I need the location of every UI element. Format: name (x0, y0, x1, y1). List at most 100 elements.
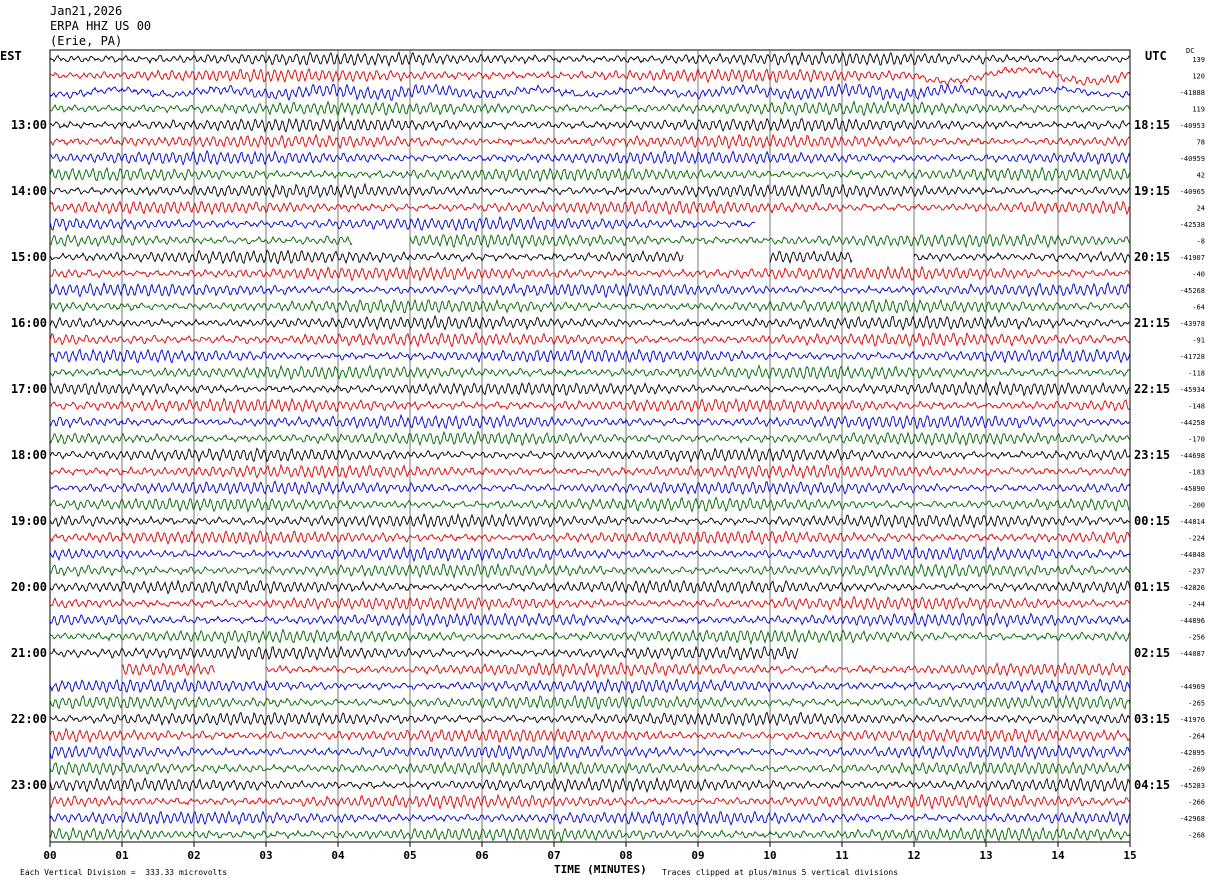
x-tick-label: 02 (187, 849, 200, 862)
dc-offset-label: -44896 (1180, 617, 1205, 625)
right-hour-label: 21:15 (1134, 316, 1170, 330)
dc-offset-label: -44087 (1180, 650, 1205, 658)
x-tick-label: 05 (403, 849, 416, 862)
trace-row (49, 727, 1131, 744)
dc-offset-label: -41728 (1180, 353, 1205, 361)
dc-offset-label: -40953 (1180, 122, 1205, 130)
trace-row (49, 265, 1131, 282)
right-hour-label: 03:15 (1134, 712, 1170, 726)
trace-row (49, 82, 1131, 102)
dc-offset-label: -42826 (1180, 584, 1205, 592)
x-tick-label: 09 (691, 849, 704, 862)
station-location: (Erie, PA) (50, 34, 123, 48)
trace-row (49, 133, 1131, 150)
trace-row (49, 66, 1131, 86)
dc-offset-label: -44814 (1180, 518, 1205, 526)
dc-offset-label: -42895 (1180, 749, 1205, 757)
dc-offset-label: -44969 (1180, 683, 1205, 691)
left-hour-label: 20:00 (11, 580, 47, 594)
minute-gridlines (49, 49, 1131, 847)
trace-row (49, 50, 1131, 68)
trace-row (49, 232, 1131, 250)
plot-date: Jan21,2026 (50, 4, 123, 18)
trace-row (49, 776, 1131, 794)
x-tick-label: 11 (835, 849, 849, 862)
trace-row (49, 562, 1131, 580)
trace-row (49, 281, 1131, 299)
dc-offset-label: -41976 (1180, 716, 1205, 724)
dc-offset-label: -8 (1197, 238, 1205, 246)
trace-row (49, 612, 1131, 628)
dc-offset-label: -44848 (1180, 551, 1205, 559)
trace-row (49, 793, 1131, 810)
trace-row (49, 298, 1131, 314)
trace-row (50, 217, 1130, 231)
dc-offset-label: -244 (1188, 601, 1205, 609)
dc-offset-label: -43978 (1180, 320, 1205, 328)
trace-row (49, 100, 1131, 117)
dc-offset-label: -41888 (1180, 89, 1205, 97)
x-tick-label: 07 (547, 849, 560, 862)
trace-row (49, 364, 1131, 381)
left-hour-label: 16:00 (11, 316, 47, 330)
clip-note: Traces clipped at plus/minus 5 vertical … (662, 868, 899, 877)
x-tick-label: 14 (1051, 849, 1065, 862)
trace-row (49, 595, 1131, 612)
dc-offset-label: 42 (1197, 172, 1205, 180)
trace-row (49, 430, 1131, 447)
trace-row (49, 545, 1131, 563)
dc-offset-label: -45890 (1180, 485, 1205, 493)
x-tick-label: 13 (979, 849, 992, 862)
dc-offset-label: -64 (1192, 304, 1205, 312)
left-timezone: EST (0, 49, 22, 63)
station-code: ERPA HHZ US 00 (50, 19, 152, 33)
trace-row (49, 314, 1131, 331)
dc-offset-label: 120 (1192, 73, 1205, 81)
trace-row (49, 249, 1131, 265)
right-hour-label: 20:15 (1134, 250, 1170, 264)
dc-offset-label: -91 (1192, 337, 1205, 345)
right-hour-label: 01:15 (1134, 580, 1170, 594)
dc-offset-label: -40959 (1180, 155, 1205, 163)
left-hour-label: 23:00 (11, 778, 47, 792)
seismic-traces (49, 50, 1131, 843)
left-hour-label: 13:00 (11, 118, 47, 132)
trace-row (49, 810, 1131, 827)
x-tick-label: 03 (259, 849, 272, 862)
x-tick-label: 08 (619, 849, 632, 862)
trace-row (49, 761, 1131, 777)
left-hour-label: 15:00 (11, 250, 47, 264)
dc-offset-label: -268 (1188, 832, 1205, 840)
dc-offset-label: -44258 (1180, 419, 1205, 427)
trace-row (49, 694, 1131, 711)
trace-row (49, 826, 1131, 843)
dc-offset-label: -45934 (1180, 386, 1205, 394)
dc-offset-label: -183 (1188, 469, 1205, 477)
trace-row (49, 744, 1131, 761)
right-hour-label: 02:15 (1134, 646, 1170, 660)
trace-row (49, 331, 1131, 348)
trace-row (49, 446, 1131, 463)
dc-offset-label: -200 (1188, 502, 1205, 510)
axis-labels: 00 01 02 03 04 05 06 07 08 09 10 11 12 13 14 15 139 120 -4… (11, 56, 1205, 862)
trace-row (49, 166, 1131, 183)
trace-row (49, 677, 1131, 695)
trace-row (49, 182, 1131, 199)
right-timezone: UTC (1145, 49, 1167, 63)
trace-row (49, 380, 1131, 397)
trace-row (49, 116, 1131, 133)
dc-offset-label: -264 (1188, 733, 1205, 741)
right-hour-label: 00:15 (1134, 514, 1170, 528)
trace-row (50, 647, 1130, 660)
trace-row (49, 480, 1131, 496)
x-tick-label: 06 (475, 849, 489, 862)
trace-row (49, 463, 1131, 480)
trace-row (49, 628, 1131, 646)
trace-row (49, 413, 1131, 430)
dc-offset-label: -148 (1188, 403, 1205, 411)
trace-row (49, 529, 1131, 546)
scale-note: Each Vertical Division = 333.33 microvol… (20, 868, 228, 877)
dc-offset-label: -42538 (1180, 221, 1205, 229)
dc-offset-label: -45268 (1180, 287, 1205, 295)
dc-offset-label: -40965 (1180, 188, 1205, 196)
